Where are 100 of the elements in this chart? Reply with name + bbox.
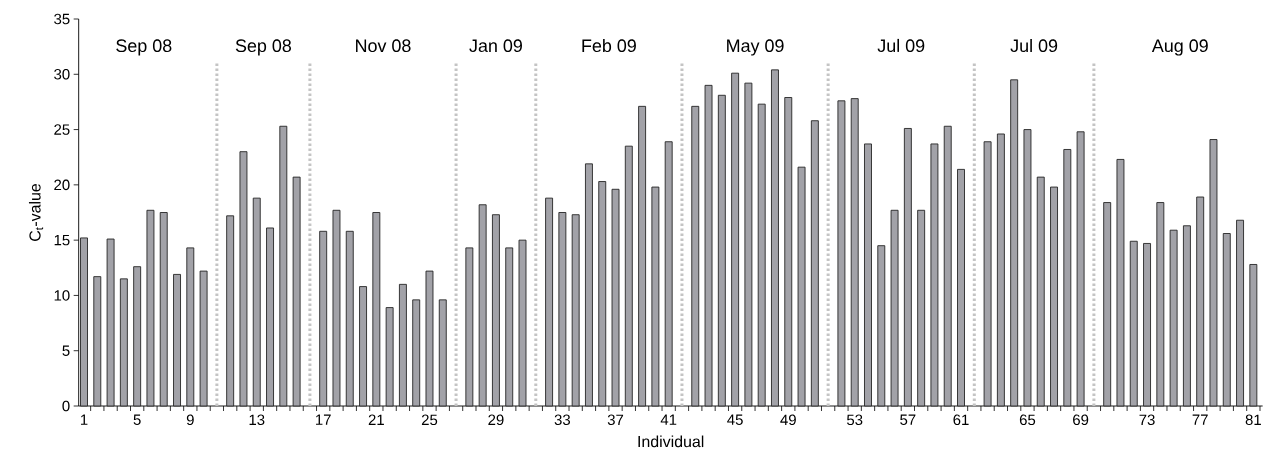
bar: [332, 209, 341, 407]
bar: [1209, 139, 1218, 407]
bar: [1196, 196, 1205, 407]
bar: [1143, 243, 1151, 407]
bar: [505, 247, 514, 407]
x-tick-label: 45: [727, 414, 743, 425]
bar: [585, 163, 593, 407]
bar: [664, 141, 673, 407]
annotation: May 09: [727, 39, 784, 56]
bar: [917, 209, 926, 407]
bar: [465, 247, 474, 407]
x-tick-label: 25: [421, 414, 438, 426]
y-tick-label: 30: [54, 68, 70, 80]
bar: [1182, 225, 1191, 407]
bar: [903, 128, 912, 407]
bar: [279, 125, 288, 407]
y-tick-label: 0: [62, 400, 70, 412]
bar: [1169, 229, 1178, 407]
x-tick-label: 17: [316, 414, 331, 425]
bar: [1063, 149, 1072, 407]
bar: [558, 212, 567, 407]
bar: [359, 286, 367, 407]
bar: [1010, 79, 1019, 407]
bar: [146, 209, 155, 407]
x-tick-label: 41: [660, 414, 677, 425]
bar: [345, 230, 354, 407]
bar: [119, 278, 128, 407]
bar: [731, 72, 740, 407]
bar: [771, 69, 779, 407]
y-tick-label: 5: [62, 345, 70, 356]
bar: [1249, 264, 1258, 407]
annotation: Sep 08: [116, 39, 172, 56]
bar: [252, 197, 261, 407]
y-axis-title: C$_{t}$-value: [28, 183, 44, 241]
x-tick-label: 61: [953, 414, 969, 426]
bar: [1036, 176, 1045, 407]
bar: [864, 143, 872, 407]
annotation: Nov 08: [356, 39, 411, 53]
annotation: Sep 08: [235, 39, 292, 56]
bar: [1103, 202, 1112, 407]
y-tick-label: 25: [54, 124, 70, 135]
annotation: Jul 09: [877, 38, 925, 53]
x-tick-label: 37: [607, 414, 624, 426]
x-tick-label: 81: [1245, 414, 1261, 426]
bar: [1076, 131, 1085, 407]
annotation: Feb 09: [582, 38, 636, 53]
bar: [624, 145, 633, 407]
x-axis-title: Individual: [638, 435, 704, 448]
bar: [173, 273, 181, 407]
bar: [133, 266, 142, 407]
bar: [1156, 202, 1165, 407]
bar: [1116, 158, 1125, 407]
x-tick-label: 57: [900, 414, 916, 425]
bar: [717, 94, 726, 407]
bar: [890, 209, 899, 407]
y-tick-label: 15: [54, 234, 70, 246]
bar: [545, 197, 554, 407]
bar: [518, 239, 527, 407]
bar: [199, 270, 208, 407]
x-tick-label: 53: [846, 414, 863, 426]
bar: [850, 98, 859, 407]
bar: [1222, 233, 1231, 407]
bar: [106, 238, 115, 407]
x-tick-label: 9: [186, 414, 194, 426]
bar: [1236, 219, 1245, 407]
annotation: Jul 09: [1010, 38, 1058, 53]
bar: [292, 176, 301, 407]
bar: [598, 181, 607, 407]
bar: [651, 186, 660, 407]
x-tick-label: 13: [249, 414, 265, 426]
bar: [266, 227, 274, 407]
bar: [704, 84, 713, 407]
bar: [983, 141, 992, 407]
x-tick-label: 29: [488, 414, 504, 426]
bar: [638, 105, 647, 407]
bar: [80, 237, 88, 407]
bar: [239, 151, 248, 407]
bar: [571, 214, 580, 407]
bar: [611, 188, 620, 407]
x-tick-label: 65: [1019, 414, 1036, 426]
bar: [1023, 129, 1032, 407]
bar: [797, 166, 806, 407]
bar: [159, 212, 168, 407]
x-tick-label: 33: [554, 414, 571, 426]
y-tick-label: 10: [54, 290, 70, 301]
bar: [877, 245, 886, 407]
annotation: Jan 09: [469, 39, 522, 53]
x-tick-label: 5: [133, 414, 141, 425]
bar: [186, 247, 195, 407]
bar: [491, 214, 500, 407]
bar: [837, 100, 846, 407]
bar: [943, 125, 952, 407]
bar: [784, 97, 793, 407]
y-tick-label: 35: [54, 13, 70, 25]
x-tick-label: 21: [368, 414, 384, 425]
x-tick-label: 49: [780, 414, 796, 426]
bar: [478, 204, 487, 407]
bar: [957, 168, 965, 407]
bar: [412, 299, 421, 407]
bar: [810, 120, 819, 407]
